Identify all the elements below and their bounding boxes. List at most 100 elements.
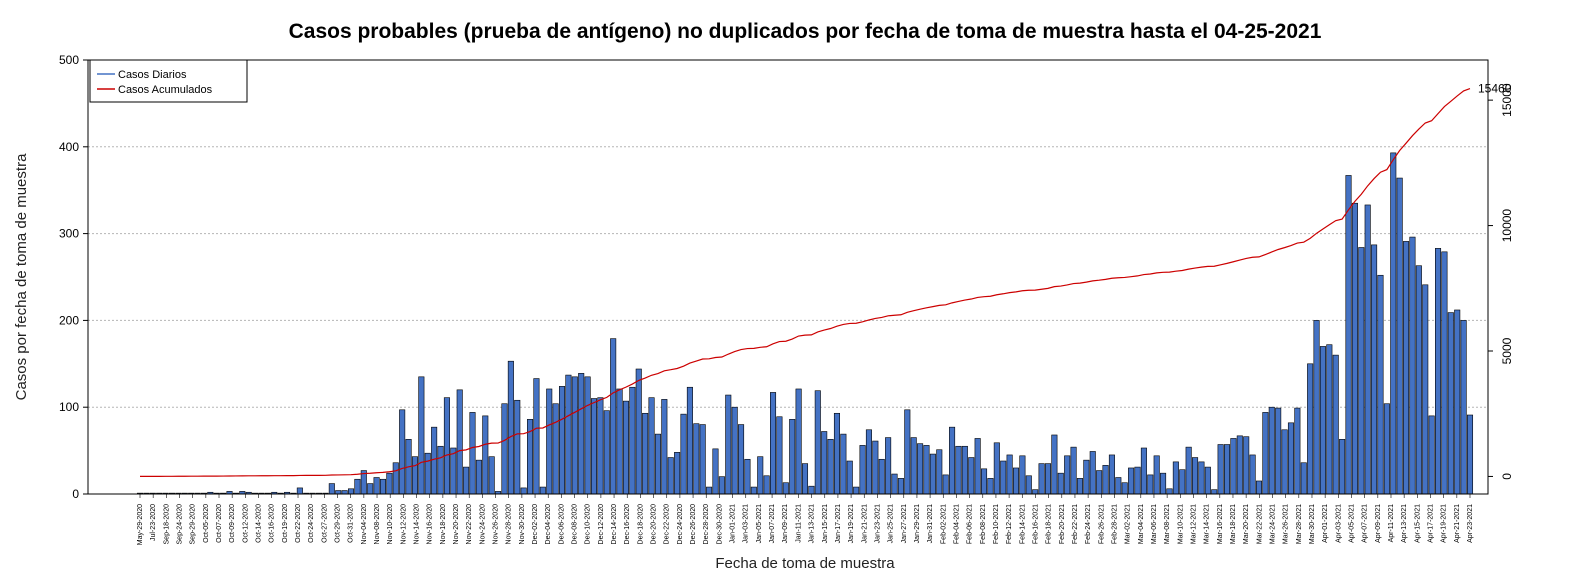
bar [1339,439,1346,495]
x-tick-label: Nov-26-2020 [493,504,500,545]
bar [450,447,457,495]
bar [814,390,821,495]
bar [1121,482,1128,495]
x-tick-label: Feb-22-2021 [1072,504,1079,544]
bar [1211,489,1218,495]
bar [418,376,425,495]
bar [616,388,623,495]
y-tick-label: 400 [59,140,79,154]
bar [1025,475,1032,495]
x-tick-label: Apr-05-2021 [1348,504,1355,543]
bar [1147,474,1154,495]
x-tick-label: Apr-19-2021 [1441,504,1448,543]
x-tick-label: Jan-03-2021 [743,504,750,543]
bar [1057,472,1064,495]
bar [411,456,418,495]
bar [1198,461,1205,495]
x-tick-label: Mar-12-2021 [1190,504,1197,544]
bar [571,376,578,495]
x-tick-label: Mar-26-2021 [1283,504,1290,544]
bar [961,445,968,495]
bar [936,449,943,495]
bar [1076,478,1083,495]
bar [840,433,847,495]
bar [1383,403,1390,495]
bar [1153,455,1160,495]
bar [648,397,655,495]
bar [456,389,463,495]
bar [1172,461,1179,495]
bar [757,456,764,495]
bar [463,466,470,495]
x-tick-label: Oct-22-2020 [295,504,302,543]
x-tick-label: Dec-22-2020 [664,504,671,545]
bar [1326,344,1333,495]
bar [443,397,450,495]
x-tick-label: Jan-29-2021 [914,504,921,543]
bar [578,373,585,495]
bar [955,445,962,495]
cumulative-line [139,88,1471,478]
x-tick-label: Nov-12-2020 [400,504,407,545]
gridlines [88,146,1488,408]
bar [1294,407,1301,495]
x-tick-label: Nov-10-2020 [387,504,394,545]
y2-tick-label: 10000 [1500,209,1514,243]
bar [1396,177,1403,495]
x-tick-label: Apr-03-2021 [1335,504,1342,543]
x-tick-label: Jul-23-2020 [150,504,157,541]
y-axis-right: 0 5000 10000 15000 [1488,83,1514,480]
bar [1236,435,1243,495]
bar [1466,414,1474,495]
bar [1006,454,1013,495]
bar [1102,465,1109,495]
x-tick-label: Jan-11-2021 [795,504,802,543]
bar [661,399,668,495]
x-tick-label: Feb-28-2021 [1111,504,1118,544]
x-tick-label: Oct-05-2020 [203,504,210,543]
bar [379,478,387,495]
x-tick-label: Nov-18-2020 [440,504,447,545]
legend-box [89,59,248,103]
bar [424,452,431,495]
bar [546,388,553,495]
x-tick-label: Jan-31-2021 [927,504,934,543]
bar [1371,244,1378,495]
x-tick-label: Oct-12-2020 [242,504,249,543]
bar [1166,488,1173,495]
bar [437,445,444,495]
bar [392,462,399,495]
x-tick-label: Mar-10-2021 [1177,504,1184,544]
x-tick-label: Feb-20-2021 [1059,504,1066,544]
bar [610,338,617,495]
bar [399,409,406,495]
x-tick-label: Dec-24-2020 [677,504,684,545]
bar [1345,175,1352,495]
x-tick-label: Dec-08-2020 [572,504,579,545]
bar [885,437,892,495]
bar [795,388,802,495]
bar [1224,444,1231,495]
x-tick-label: Jan-13-2021 [809,504,816,543]
x-tick-label: Feb-12-2021 [1006,504,1013,544]
x-tick-label: Mar-28-2021 [1296,504,1303,544]
bar [1217,444,1224,495]
y-tick-label: 0 [72,487,79,501]
bar [431,426,438,495]
x-tick-label: Oct-09-2020 [229,504,236,543]
x-tick-label: Feb-02-2021 [940,504,947,544]
bar [827,439,834,495]
bar [1460,320,1467,495]
x-tick-label: Jan-15-2021 [822,504,829,543]
bar [1390,152,1397,495]
bar [1415,265,1422,495]
y-tick-label: 100 [59,400,79,414]
bar [917,443,924,495]
x-tick-label: Dec-20-2020 [651,504,658,545]
bar [1441,251,1448,495]
x-tick-label: Nov-20-2020 [453,504,460,545]
bar [539,486,546,495]
x-tick-label: Oct-19-2020 [282,504,289,543]
